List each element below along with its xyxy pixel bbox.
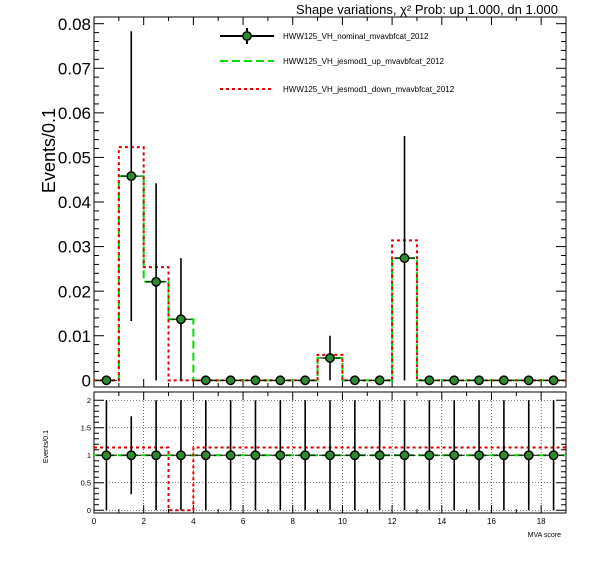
data-point [449, 450, 460, 461]
data-point [374, 450, 385, 461]
data-point [399, 450, 410, 461]
data-point [349, 375, 360, 386]
x-tick-label: 10 [338, 517, 347, 526]
y-tick-label: 0.02 [58, 282, 91, 301]
data-point [101, 375, 112, 386]
plot-frame [93, 391, 567, 514]
data-point [498, 450, 509, 461]
data-point [300, 375, 311, 386]
x-tick-label: 16 [487, 517, 496, 526]
y-tick-label: 0.5 [81, 478, 91, 487]
chart-title: Shape variations, χ² Prob: up 1.000, dn … [296, 2, 558, 17]
data-point [101, 450, 112, 461]
plot-frame [93, 16, 567, 388]
x-axis-title: MVA score [528, 532, 561, 539]
y-axis-title: Events/0.1 [43, 430, 50, 463]
data-point [474, 450, 484, 461]
x-tick-label: 4 [191, 517, 196, 526]
data-point [200, 450, 211, 461]
y-tick-label: 1 [87, 451, 91, 460]
y-tick-label: 0.07 [58, 59, 91, 78]
data-point [498, 375, 509, 386]
data-point [449, 375, 460, 386]
x-tick-label: 18 [537, 517, 546, 526]
legend: HWW125_VH_nominal_mvavbfcat_2012 HWW125_V… [220, 28, 455, 94]
data-point [474, 375, 484, 386]
y-tick-label: 1.5 [81, 423, 91, 432]
legend-label: HWW125_VH_jesmod1_down_mvavbfcat_2012 [283, 85, 455, 94]
data-point [523, 450, 534, 461]
top-panel: 0 0.01 0.02 0.03 0.04 0.05 0.06 0.07 0.08 Events/… [39, 15, 567, 390]
legend-item-nominal: HWW125_VH_nominal_mvavbfcat_2012 [220, 28, 429, 44]
data-point [126, 171, 137, 182]
legend-item-down: HWW125_VH_jesmod1_down_mvavbfcat_2012 [220, 85, 455, 94]
y-axis-title: Events/0.1 [39, 108, 59, 193]
data-point [225, 375, 236, 386]
legend-label: HWW125_VH_nominal_mvavbfcat_2012 [283, 32, 429, 41]
data-point [374, 375, 385, 386]
data-point [424, 450, 435, 461]
data-point [548, 375, 559, 386]
y-tick-label: 0.05 [58, 149, 91, 168]
y-tick-label: 0.01 [58, 327, 91, 346]
x-tick-label: 14 [437, 517, 446, 526]
data-point [275, 375, 286, 386]
data-point [275, 450, 286, 461]
data-point [250, 375, 261, 386]
data-point [349, 450, 360, 461]
data-point [548, 450, 559, 461]
y-tick-label: 0.03 [58, 238, 91, 257]
data-point [126, 450, 137, 461]
data-point [250, 450, 261, 461]
legend-marker [242, 31, 252, 41]
data-point [399, 253, 410, 264]
data-point [325, 353, 335, 363]
x-tick-label: 8 [291, 517, 296, 526]
y-tick-label: 0.08 [58, 15, 91, 34]
legend-item-up: HWW125_VH_jesmod1_up_mvavbfcat_2012 [220, 57, 445, 66]
y-tick-label: 2 [87, 396, 91, 405]
data-point [523, 375, 534, 386]
y-tick-label: 0.04 [58, 193, 91, 212]
data-point [300, 450, 311, 461]
data-point [176, 450, 186, 461]
series-down-line [94, 146, 566, 382]
legend-label: HWW125_VH_jesmod1_up_mvavbfcat_2012 [283, 57, 445, 66]
data-point [424, 375, 435, 386]
data-point [176, 314, 186, 325]
y-tick-label: 0 [82, 371, 91, 390]
x-tick-label: 2 [141, 517, 146, 526]
ratio-panel: 0 0.5 1 1.5 2 0 2 4 6 8 10 12 14 16 18 Events/0.1 MVA sc… [43, 391, 567, 539]
x-tick-label: 12 [388, 517, 397, 526]
x-tick-label: 0 [92, 517, 97, 526]
x-tick-label: 6 [241, 517, 246, 526]
data-point [200, 375, 211, 386]
data-point [325, 450, 335, 461]
data-point [225, 450, 236, 461]
data-point [151, 450, 162, 461]
y-tick-label: 0.06 [58, 104, 91, 123]
data-point [151, 276, 162, 287]
y-tick-label: 0 [87, 506, 91, 515]
